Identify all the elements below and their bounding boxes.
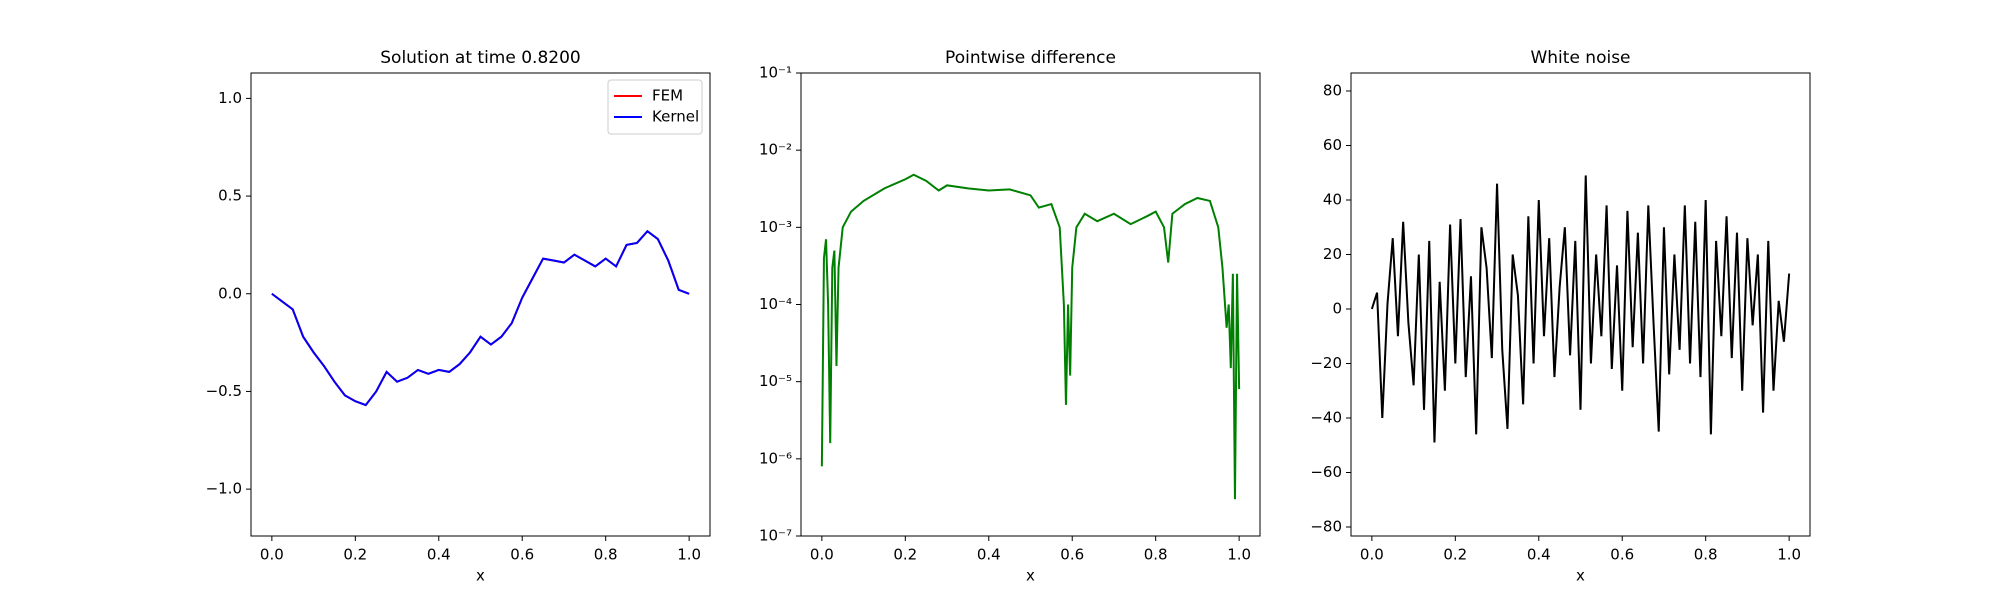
y-tick-label: 10⁻⁷ — [759, 527, 792, 545]
y-tick-label: 10⁻⁶ — [759, 449, 792, 467]
y-tick-label: 20 — [1323, 245, 1342, 263]
x-axis-label: x — [1576, 567, 1585, 585]
y-tick-label: −0.5 — [206, 382, 242, 400]
y-tick-label: −1.0 — [206, 480, 242, 498]
axes-frame — [250, 72, 711, 537]
y-tick-label: 10⁻⁴ — [759, 295, 792, 313]
line — [820, 173, 1241, 500]
x-tick-label: 0.0 — [260, 546, 284, 564]
y-tick-label: 80 — [1323, 81, 1342, 99]
x-tick-label: 0.4 — [977, 546, 1001, 564]
axes-frame — [800, 72, 1261, 537]
y-tick-label: −40 — [1310, 409, 1342, 427]
x-tick-label: 0.6 — [510, 546, 534, 564]
axes-frame — [1350, 72, 1811, 537]
y-tick-label: 10⁻³ — [759, 218, 792, 236]
x-axis-label: x — [1026, 567, 1035, 585]
y-tick-label: 10⁻² — [759, 141, 792, 159]
x-tick-label: 0.2 — [893, 546, 917, 564]
line — [271, 229, 690, 407]
chart-title: Pointwise difference — [945, 48, 1116, 68]
y-tick-label: −80 — [1310, 518, 1342, 536]
x-tick-label: 0.2 — [1443, 546, 1467, 564]
y-tick-label: 1.0 — [218, 89, 242, 107]
x-tick-label: 1.0 — [1227, 546, 1251, 564]
x-tick-label: 0.6 — [1610, 546, 1634, 564]
line — [271, 229, 690, 407]
chart-title: White noise — [1530, 48, 1630, 68]
y-tick-label: 60 — [1323, 136, 1342, 154]
y-tick-label: 10⁻⁵ — [759, 372, 792, 390]
legend-label: Kernel — [652, 108, 699, 126]
legend-label: FEM — [652, 87, 683, 105]
y-tick-label: 0 — [1332, 299, 1342, 317]
x-tick-label: 1.0 — [677, 546, 701, 564]
legend-box — [607, 79, 703, 135]
x-tick-label: 0.0 — [810, 546, 834, 564]
x-tick-label: 1.0 — [1777, 546, 1801, 564]
x-tick-label: 0.8 — [1694, 546, 1718, 564]
x-axis-label: x — [476, 567, 485, 585]
line — [1370, 175, 1791, 443]
x-tick-label: 0.8 — [594, 546, 618, 564]
x-tick-label: 0.6 — [1060, 546, 1084, 564]
x-tick-label: 0.4 — [427, 546, 451, 564]
y-tick-label: 0.0 — [218, 284, 242, 302]
x-tick-label: 0.2 — [343, 546, 367, 564]
x-tick-label: 0.4 — [1527, 546, 1551, 564]
y-tick-label: 0.5 — [218, 187, 242, 205]
y-tick-label: −20 — [1310, 354, 1342, 372]
y-tick-label: 40 — [1323, 190, 1342, 208]
chart-title: Solution at time 0.8200 — [380, 48, 580, 68]
y-tick-label: 10⁻¹ — [759, 64, 792, 82]
x-tick-label: 0.8 — [1144, 546, 1168, 564]
y-tick-label: −60 — [1310, 463, 1342, 481]
x-tick-label: 0.0 — [1360, 546, 1384, 564]
